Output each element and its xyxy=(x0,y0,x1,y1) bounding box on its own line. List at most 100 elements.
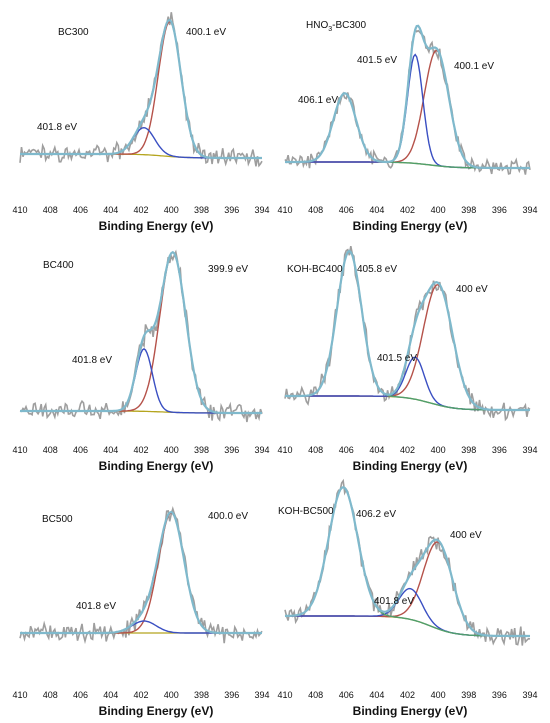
peak-label: 401.5 eV xyxy=(357,55,397,66)
x-tick-label: 396 xyxy=(224,690,239,700)
x-tick-label: 410 xyxy=(12,205,27,215)
x-tick-label: 396 xyxy=(492,445,507,455)
title-rest: -BC300 xyxy=(332,20,366,31)
peak-label: 406.1 eV xyxy=(298,95,338,106)
panel-title: BC400 xyxy=(43,260,74,271)
x-tick-label: 410 xyxy=(12,690,27,700)
x-tick-label: 408 xyxy=(43,205,58,215)
peak-label: 400.1 eV xyxy=(454,61,494,72)
x-tick-label: 404 xyxy=(369,690,384,700)
panel-title: KOH-BC400 xyxy=(287,264,343,275)
x-tick-label: 400 xyxy=(431,205,446,215)
panel-bc500: BC500 400.0 eV 401.8 eV 410 408 406 404 402 4… xyxy=(12,506,270,718)
title-subscript: 3 xyxy=(328,26,332,33)
x-tick-label: 408 xyxy=(308,205,323,215)
x-axis-title: Binding Energy (eV) xyxy=(99,704,214,718)
x-tick-label: 406 xyxy=(339,690,354,700)
x-tick-label: 402 xyxy=(133,445,148,455)
x-axis-title: Binding Energy (eV) xyxy=(353,219,468,233)
x-tick-label: 408 xyxy=(43,690,58,700)
component-peak-400-1-line xyxy=(20,20,262,159)
peak-label: 400.1 eV xyxy=(186,27,226,38)
x-tick-label: 406 xyxy=(339,205,354,215)
panel-bc400: BC400 399.9 eV 401.8 eV 410 408 406 404 402 4… xyxy=(12,249,270,473)
x-tick-label: 396 xyxy=(224,205,239,215)
panel-hno3-bc300: HNO3-BC300 406.1 eV 401.5 eV 400.1 eV 41… xyxy=(277,20,537,233)
x-tick-label: 394 xyxy=(254,445,269,455)
component-peak-399-9-line xyxy=(20,251,262,414)
x-tick-label: 394 xyxy=(254,205,269,215)
x-tick-label: 400 xyxy=(164,445,179,455)
peak-label: 401.8 eV xyxy=(374,596,414,607)
x-tick-label: 402 xyxy=(133,690,148,700)
x-tick-label: 408 xyxy=(43,445,58,455)
x-tick-label: 402 xyxy=(400,445,415,455)
envelope-line xyxy=(20,510,262,635)
x-tick-label: 394 xyxy=(522,690,537,700)
peak-label: 401.8 eV xyxy=(72,355,112,366)
x-tick-label: 402 xyxy=(400,690,415,700)
x-tick-label: 404 xyxy=(369,445,384,455)
peak-label: 400.0 eV xyxy=(208,511,248,522)
x-tick-label: 398 xyxy=(194,205,209,215)
envelope-line xyxy=(284,485,530,638)
panel-koh-bc500: KOH-BC500 406.2 eV 401.8 eV 400 eV 410 40… xyxy=(277,478,538,718)
panel-koh-bc400: KOH-BC400 405.8 eV 401.5 eV 400 eV 410 40… xyxy=(277,245,538,473)
x-tick-label: 398 xyxy=(194,690,209,700)
peak-label: 401.5 eV xyxy=(377,353,417,364)
panel-title: BC500 xyxy=(42,514,73,525)
x-tick-label: 394 xyxy=(522,205,537,215)
envelope-line xyxy=(285,24,530,170)
x-tick-label: 398 xyxy=(461,690,476,700)
raw-spectrum-line xyxy=(19,249,263,423)
x-tick-label: 394 xyxy=(522,445,537,455)
x-tick-label: 404 xyxy=(103,445,118,455)
x-tick-label: 396 xyxy=(492,205,507,215)
x-tick-label: 404 xyxy=(103,205,118,215)
envelope-line xyxy=(285,249,530,412)
x-tick-label: 410 xyxy=(277,690,292,700)
x-tick-label: 406 xyxy=(339,445,354,455)
x-tick-label: 408 xyxy=(308,445,323,455)
x-tick-label: 400 xyxy=(431,690,446,700)
peak-label: 405.8 eV xyxy=(357,264,397,275)
x-tick-label: 410 xyxy=(277,445,292,455)
component-peak-400-line xyxy=(285,283,530,411)
x-tick-label: 402 xyxy=(400,205,415,215)
peak-label: 401.8 eV xyxy=(37,122,77,133)
x-tick-label: 394 xyxy=(254,690,269,700)
panel-title: KOH-BC500 xyxy=(278,506,334,517)
x-tick-label: 410 xyxy=(12,445,27,455)
x-tick-label: 400 xyxy=(164,690,179,700)
x-tick-label: 396 xyxy=(224,445,239,455)
x-tick-label: 406 xyxy=(73,690,88,700)
x-axis-title: Binding Energy (eV) xyxy=(99,459,214,473)
x-tick-label: 400 xyxy=(431,445,446,455)
x-tick-label: 404 xyxy=(369,205,384,215)
raw-spectrum-line xyxy=(19,506,263,645)
x-tick-label: 398 xyxy=(461,445,476,455)
x-tick-label: 398 xyxy=(461,205,476,215)
peak-label: 406.2 eV xyxy=(356,509,396,520)
envelope-line xyxy=(20,250,262,415)
x-tick-label: 402 xyxy=(133,205,148,215)
x-tick-label: 404 xyxy=(103,690,118,700)
x-tick-label: 398 xyxy=(194,445,209,455)
title-main: HNO xyxy=(306,20,328,31)
x-tick-label: 408 xyxy=(308,690,323,700)
envelope-line xyxy=(20,18,262,160)
peak-label: 401.8 eV xyxy=(76,601,116,612)
panel-title: HNO3-BC300 xyxy=(306,20,366,33)
x-tick-label: 406 xyxy=(73,205,88,215)
x-tick-label: 410 xyxy=(277,205,292,215)
x-axis-title: Binding Energy (eV) xyxy=(99,219,214,233)
peak-label: 400 eV xyxy=(450,530,482,541)
peak-label: 400 eV xyxy=(456,284,488,295)
panel-title: BC300 xyxy=(58,27,89,38)
peak-label: 399.9 eV xyxy=(208,264,248,275)
x-axis-title: Binding Energy (eV) xyxy=(353,704,468,718)
x-tick-label: 406 xyxy=(73,445,88,455)
x-axis-title: Binding Energy (eV) xyxy=(353,459,468,473)
panel-bc300: BC300 400.1 eV 401.8 eV 410 408 406 404 402 4… xyxy=(12,12,270,233)
